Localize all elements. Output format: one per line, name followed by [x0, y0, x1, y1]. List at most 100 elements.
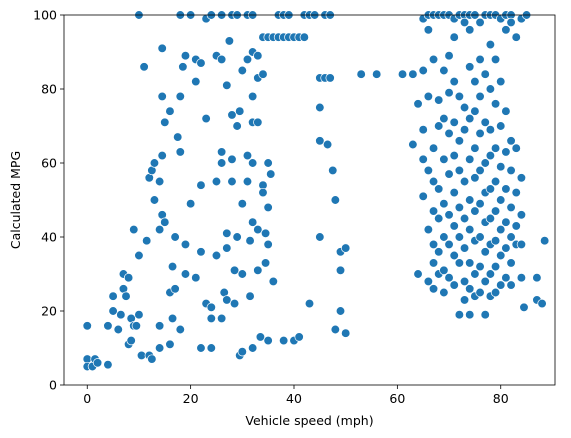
data-point: [315, 232, 325, 242]
data-point: [129, 224, 139, 235]
data-point: [485, 184, 496, 194]
data-point: [501, 147, 511, 157]
data-point: [490, 176, 501, 187]
data-point: [330, 324, 340, 335]
data-point: [201, 113, 211, 124]
data-point: [330, 195, 340, 205]
data-point: [506, 258, 516, 268]
data-point: [175, 91, 185, 102]
data-point: [167, 313, 178, 324]
data-point: [418, 125, 428, 135]
data-point: [465, 310, 475, 320]
x-axis: 0 20 40 60 80: [83, 385, 509, 406]
data-point: [434, 121, 444, 131]
y-tick-label: 80: [41, 82, 57, 97]
data-point: [475, 261, 485, 272]
data-point: [232, 232, 242, 242]
data-point: [475, 232, 485, 242]
data-point: [116, 310, 126, 320]
data-point: [413, 269, 423, 279]
data-point: [224, 36, 235, 46]
x-axis-label: Vehicle speed (mph): [245, 413, 373, 428]
data-point: [485, 150, 496, 161]
data-point: [444, 128, 454, 139]
data-point: [206, 302, 216, 312]
data-point: [465, 258, 475, 268]
data-point: [263, 158, 273, 168]
data-point: [165, 106, 175, 116]
data-point: [263, 239, 273, 250]
data-point: [247, 91, 258, 102]
data-point: [465, 195, 475, 205]
data-point: [465, 113, 475, 124]
data-point: [222, 295, 232, 305]
data-point: [149, 158, 160, 168]
data-point: [496, 250, 506, 261]
data-point: [439, 154, 449, 164]
data-point: [449, 32, 459, 42]
data-point: [304, 298, 315, 309]
data-point: [428, 143, 439, 153]
data-point: [237, 199, 247, 209]
data-point: [229, 265, 240, 275]
data-point: [315, 102, 325, 113]
plot-frame: [63, 14, 556, 386]
data-point: [341, 328, 351, 338]
data-point: [459, 243, 470, 253]
data-point: [134, 310, 144, 320]
data-point: [516, 173, 527, 183]
y-tick-label: 0: [49, 378, 57, 393]
data-point: [196, 58, 206, 68]
data-point: [245, 291, 255, 301]
data-point: [470, 143, 480, 153]
data-point: [465, 62, 475, 72]
data-point: [428, 258, 439, 268]
data-point: [108, 306, 118, 316]
data-point: [506, 17, 516, 28]
data-point: [263, 202, 273, 213]
data-point: [245, 236, 255, 246]
data-point: [266, 169, 276, 179]
data-point: [449, 187, 459, 198]
data-point: [465, 224, 475, 235]
data-point: [501, 243, 511, 253]
data-point: [157, 91, 167, 102]
data-point: [532, 273, 542, 283]
y-axis: 0 20 40 60 80 100: [33, 8, 64, 393]
data-point: [136, 350, 147, 361]
data-point: [496, 195, 506, 205]
data-point: [434, 184, 444, 194]
data-point: [299, 32, 309, 42]
data-point: [222, 80, 232, 90]
data-point: [418, 154, 428, 164]
data-point: [92, 358, 103, 368]
data-point: [157, 43, 167, 53]
data-point: [211, 250, 222, 261]
data-point: [465, 284, 475, 294]
data-point: [485, 213, 496, 224]
data-point: [180, 51, 191, 61]
data-point: [294, 332, 304, 342]
y-axis-label: Calculated MPG: [8, 151, 23, 249]
data-point: [206, 313, 216, 324]
data-point: [126, 335, 136, 346]
data-point: [439, 232, 449, 242]
data-point: [157, 150, 167, 161]
data-point: [439, 113, 449, 124]
data-point: [235, 106, 245, 116]
data-point: [418, 65, 428, 76]
data-point: [506, 165, 516, 176]
data-point: [178, 62, 188, 72]
data-point: [439, 287, 449, 298]
data-point: [501, 273, 511, 283]
x-tick-label: 80: [493, 391, 509, 406]
data-point: [175, 324, 185, 335]
data-point: [418, 191, 428, 201]
data-point: [260, 228, 271, 238]
data-point: [165, 339, 175, 349]
data-point: [449, 117, 459, 127]
data-point: [216, 158, 227, 168]
data-point: [459, 125, 470, 135]
data-point: [242, 176, 253, 187]
data-point: [328, 165, 338, 176]
